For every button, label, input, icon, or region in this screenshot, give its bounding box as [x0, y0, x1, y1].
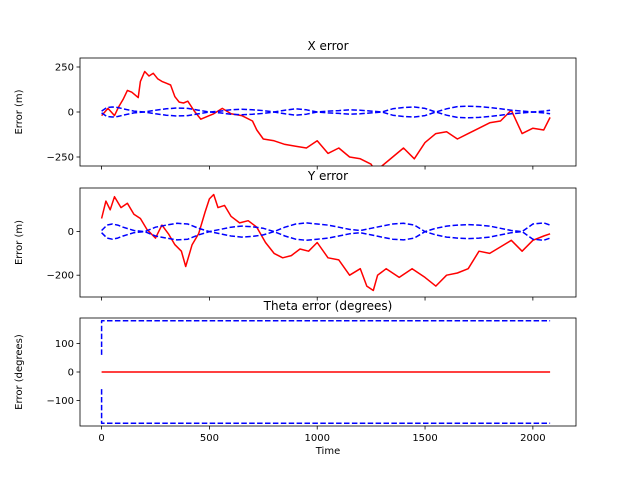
- x-tick-label: 1500: [412, 433, 437, 444]
- charts: −250 0 250 X error Error (m) −200 0 Y error Erro…: [14, 39, 577, 457]
- chart-title: Theta error (degrees): [263, 299, 393, 313]
- y-axis-label: Error (m): [14, 220, 25, 265]
- y-tick-label: 250: [55, 63, 74, 74]
- y-tick-label: −100: [47, 396, 74, 407]
- chart-panel-2: −200 0 Y error Error (m): [14, 169, 577, 301]
- y-tick-label: −250: [47, 153, 74, 164]
- y-tick-label: 0: [68, 227, 74, 238]
- series-line-lower-bound: [100, 389, 551, 424]
- chart-title: Y error: [307, 169, 348, 183]
- x-tick-label: 0: [98, 433, 104, 444]
- y-tick-label: 0: [68, 368, 74, 379]
- x-tick-label: 500: [200, 433, 219, 444]
- series-line-upper-bound: [101, 222, 551, 233]
- x-axis-label: Time: [315, 446, 340, 457]
- series-line-lower-bound: [101, 230, 551, 242]
- x-tick-label: 2000: [520, 433, 545, 444]
- axes-frame: [79, 187, 577, 298]
- y-axis-label: Error (degrees): [14, 334, 25, 410]
- y-tick-label: 100: [55, 339, 74, 350]
- y-tick-label: −200: [47, 271, 74, 282]
- series-line-error: [101, 70, 551, 166]
- y-tick-label: 0: [68, 108, 74, 119]
- x-tick-label: 1000: [304, 433, 329, 444]
- series-line-upper-bound: [100, 320, 551, 355]
- chart-title: X error: [307, 39, 348, 53]
- chart-panel-3: 0 500 1000 1500 2000 −100 0 100 Theta error (deg…: [14, 299, 577, 457]
- chart-panel-1: −250 0 250 X error Error (m): [14, 39, 577, 170]
- series-line-lower-bound: [101, 111, 551, 119]
- y-axis-label: Error (m): [14, 89, 25, 134]
